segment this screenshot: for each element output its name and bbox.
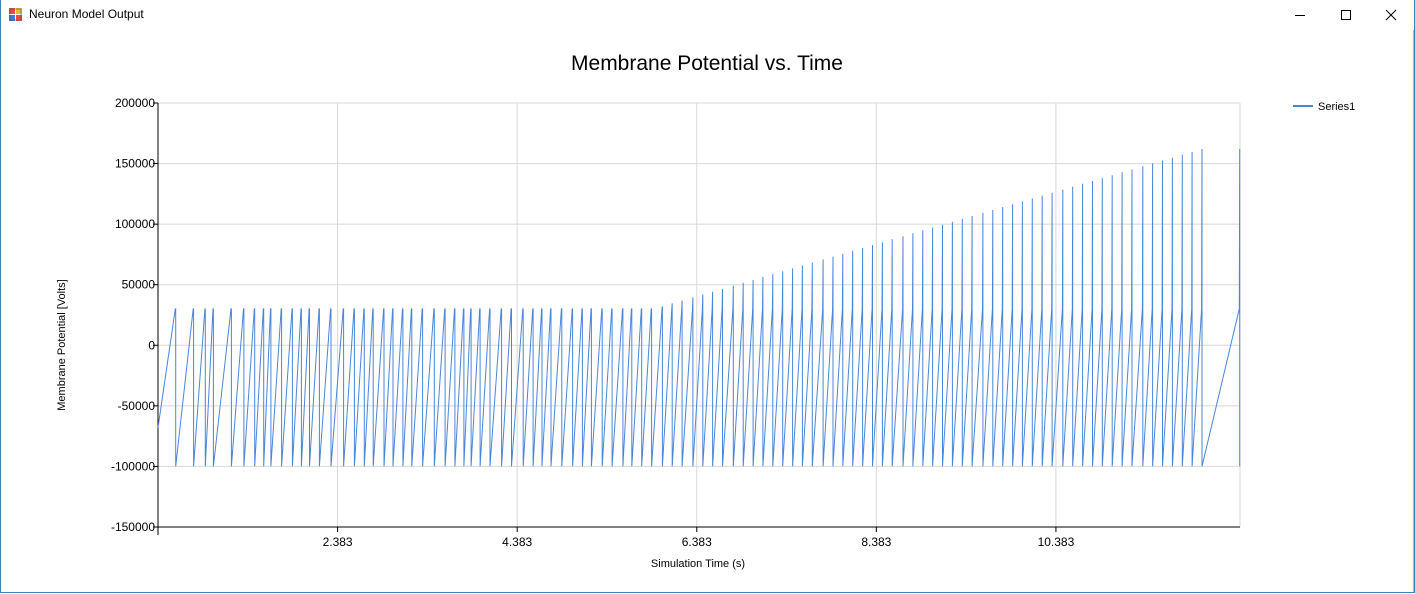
legend: Series1	[1293, 101, 1355, 113]
grid-lines	[158, 102, 1241, 527]
minimize-icon	[1295, 15, 1305, 16]
title-bar: Neuron Model Output	[1, 0, 1414, 30]
membrane-potential-chart: Membrane Potential vs. Time -150000 -1000…	[56, 52, 1355, 570]
y-tick-label: 100000	[115, 217, 155, 231]
x-tick-label: 2.383	[323, 535, 353, 549]
app-icon	[9, 8, 22, 21]
y-axis-ticks: -150000 -100000 -50000 0 50000 100000 150000 20…	[111, 96, 158, 534]
x-tick-label: 4.383	[502, 535, 532, 549]
y-tick-label: -50000	[118, 399, 156, 413]
x-tick-label: 10.383	[1038, 535, 1075, 549]
y-tick-label: 200000	[115, 96, 155, 110]
x-tick-label: 6.383	[682, 535, 712, 549]
y-tick-label: 50000	[122, 278, 156, 292]
y-axis-label: Membrane Potential [Volts]	[56, 279, 68, 410]
maximize-button[interactable]	[1323, 0, 1369, 30]
y-tick-label: -150000	[111, 520, 155, 534]
window-right-border	[1413, 30, 1414, 592]
minimize-button[interactable]	[1277, 0, 1323, 30]
axes	[157, 103, 1240, 535]
close-button[interactable]	[1368, 0, 1414, 30]
x-axis-label: Simulation Time (s)	[651, 558, 745, 570]
close-icon	[1385, 9, 1397, 21]
legend-label-series1: Series1	[1318, 101, 1355, 113]
series1-line	[157, 148, 1241, 467]
maximize-icon	[1341, 10, 1351, 20]
y-tick-label: 150000	[115, 157, 155, 171]
y-tick-label: -100000	[111, 459, 155, 473]
y-tick-label: 0	[148, 338, 155, 352]
x-tick-label: 8.383	[861, 535, 891, 549]
x-axis-ticks: 2.383 4.383 6.383 8.383 10.383	[323, 527, 1075, 549]
window-title: Neuron Model Output	[29, 7, 144, 21]
chart-title: Membrane Potential vs. Time	[571, 52, 843, 75]
